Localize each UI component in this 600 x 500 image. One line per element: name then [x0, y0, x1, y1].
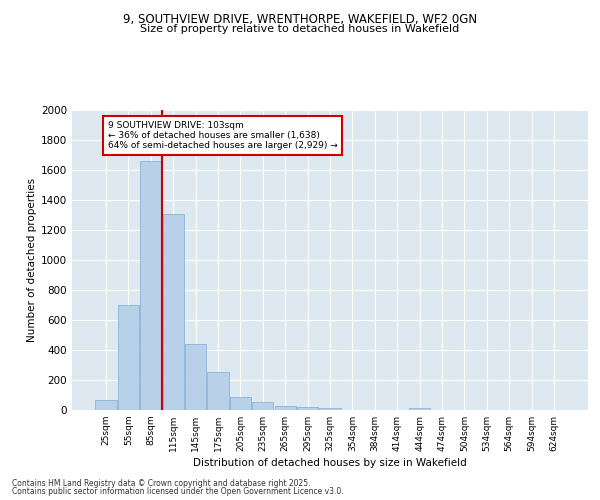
- X-axis label: Distribution of detached houses by size in Wakefield: Distribution of detached houses by size …: [193, 458, 467, 468]
- Bar: [275, 406, 296, 410]
- Bar: [409, 408, 430, 410]
- Text: Contains public sector information licensed under the Open Government Licence v3: Contains public sector information licen…: [12, 487, 344, 496]
- Text: Contains HM Land Registry data © Crown copyright and database right 2025.: Contains HM Land Registry data © Crown c…: [12, 478, 311, 488]
- Bar: [118, 305, 139, 410]
- Bar: [230, 396, 251, 410]
- Text: Size of property relative to detached houses in Wakefield: Size of property relative to detached ho…: [140, 24, 460, 34]
- Bar: [163, 214, 184, 410]
- Bar: [95, 400, 117, 410]
- Bar: [185, 344, 206, 410]
- Y-axis label: Number of detached properties: Number of detached properties: [27, 178, 37, 342]
- Text: 9, SOUTHVIEW DRIVE, WRENTHORPE, WAKEFIELD, WF2 0GN: 9, SOUTHVIEW DRIVE, WRENTHORPE, WAKEFIEL…: [123, 12, 477, 26]
- Bar: [252, 402, 274, 410]
- Bar: [208, 372, 229, 410]
- Bar: [319, 408, 341, 410]
- Bar: [140, 161, 161, 410]
- Bar: [297, 406, 318, 410]
- Text: 9 SOUTHVIEW DRIVE: 103sqm
← 36% of detached houses are smaller (1,638)
64% of se: 9 SOUTHVIEW DRIVE: 103sqm ← 36% of detac…: [108, 120, 338, 150]
